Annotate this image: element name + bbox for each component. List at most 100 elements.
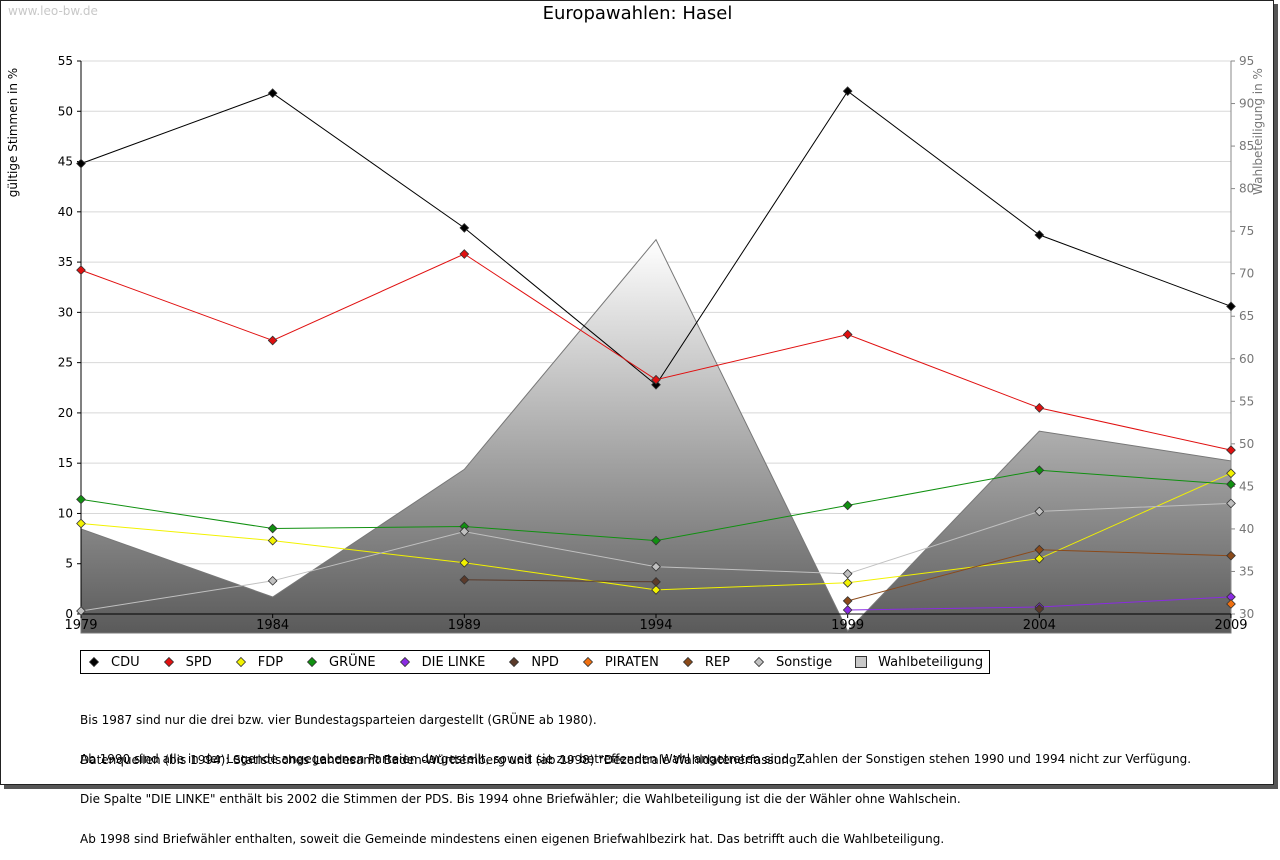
axes [77,60,1235,618]
marker-piraten [1226,599,1236,609]
axis-labels: 0 5 10 15 20 25 30 35 40 45 50 55 30 35 40 45 50 55 60 65 70… [6,54,1265,633]
legend-marker [582,656,593,668]
y2-tick-label: 50 [1239,437,1254,451]
legend-label: NPD [531,654,559,670]
legend-marker [753,656,765,668]
marker-gr-ne [842,500,853,511]
y-tick-label: 5 [65,557,73,571]
marker-spd [651,374,661,385]
source-note: Datenquellen (bis 1994): Statistisches L… [80,753,806,767]
marker-spd [1226,445,1236,455]
marker-cdu [1226,301,1236,312]
legend-marker [399,656,410,668]
note-line: Ab 1998 sind Briefwähler enthalten, sowe… [80,832,945,847]
legend-marker [235,656,246,668]
x-tick-label: 1984 [256,618,289,633]
legend-item-wahlbeteiligung: Wahlbeteiligung [854,655,983,670]
legend-item-fdp: FDP [234,655,283,670]
y2-tick-label: 90 [1239,97,1254,111]
legend-diamond [682,656,693,668]
marker-sonstige [1034,506,1045,517]
marker-spd [1034,403,1045,413]
y2-axis-title: Wahlbeteiligung in % [1251,68,1265,195]
marker-fdp [1034,553,1045,564]
legend-marker [855,656,868,668]
y2-tick-label: 55 [1239,394,1254,408]
note-line: Bis 1987 sind nur die drei bzw. vier Bun… [80,712,597,727]
legend-diamond [88,656,100,668]
series-markers [76,86,1236,616]
marker-cdu [76,158,86,169]
y-tick-label: 10 [58,506,73,520]
y2-tick-label: 30 [1239,607,1254,621]
marker-spd [267,335,278,346]
x-tick-label: 2009 [1214,618,1247,633]
notes: Bis 1987 sind nur die drei bzw. vier Bun… [80,687,1191,860]
y-axis-title: gültige Stimmen in % [6,68,20,197]
y-tick-label: 55 [58,54,73,68]
legend-item-rep: REP [681,655,730,670]
y-tick-label: 0 [65,607,73,621]
legend-marker [88,656,100,668]
legend-label: SPD [185,654,212,670]
legend-marker [509,656,520,668]
y-tick-label: 50 [58,104,73,118]
marker-gr-ne [1034,465,1045,476]
legend-item-gr-ne: GRÜNE [305,655,376,670]
legend-diamond [399,656,410,668]
legend: CDU SPD FDP GRÜNE DIE LINKE NPD PIRATEN REP Sons… [80,650,991,674]
legend-marker [163,656,174,668]
legend-item-sonstige: Sonstige [752,655,832,670]
legend-label: Wahlbeteiligung [878,654,984,670]
marker-rep [842,596,853,606]
marker-fdp [651,585,661,595]
marker-fdp [267,535,278,546]
y2-tick-label: 40 [1239,522,1254,536]
marker-gr-ne [76,494,86,505]
y2-tick-label: 75 [1239,224,1254,238]
marker-cdu [459,223,470,233]
marker-cdu [267,88,278,99]
legend-label: GRÜNE [329,654,376,670]
marker-spd [76,265,86,276]
marker-fdp [842,577,853,588]
y2-tick-label: 80 [1239,182,1254,196]
x-tick-label: 1994 [639,618,672,633]
legend-item-npd: NPD [507,655,559,670]
marker-sonstige [76,606,86,616]
y2-tick-label: 85 [1239,139,1254,153]
legend-label: REP [704,654,730,670]
legend-diamond [582,656,593,668]
turnout-area [80,238,1232,634]
x-tick-label: 2004 [1023,618,1056,633]
legend-label: Sonstige [775,654,833,670]
legend-diamond [235,656,246,668]
y-tick-label: 35 [58,255,73,269]
y-tick-label: 15 [58,456,73,470]
legend-label: PIRATEN [604,654,659,670]
legend-item-spd: SPD [162,655,212,670]
y2-tick-label: 70 [1239,267,1254,281]
legend-marker [306,656,318,668]
marker-fdp [459,557,470,568]
legend-label: FDP [257,654,284,670]
marker-gr-ne [1226,479,1236,490]
y-tick-label: 25 [58,356,73,370]
y2-tick-label: 65 [1239,309,1254,323]
marker-npd [651,576,661,587]
legend-label: DIE LINKE [421,654,486,670]
marker-sonstige [459,526,470,537]
y-tick-label: 40 [58,205,73,219]
legend-item-piraten: PIRATEN [581,655,659,670]
series-line-npd [464,579,657,583]
x-tick-label: 1979 [64,618,97,633]
marker-sonstige [842,568,853,579]
chart-plot: 0 5 10 15 20 25 30 35 40 45 50 55 30 35 40 45 50 55 60 65 70… [6,54,1265,634]
y-tick-label: 45 [58,155,73,169]
marker-rep [1226,550,1236,561]
marker-npd [459,574,470,585]
legend-marker [682,656,693,668]
marker-fdp [1226,468,1236,479]
chart-title: Europawahlen: Hasel [542,3,733,24]
y2-tick-label: 35 [1239,564,1254,578]
